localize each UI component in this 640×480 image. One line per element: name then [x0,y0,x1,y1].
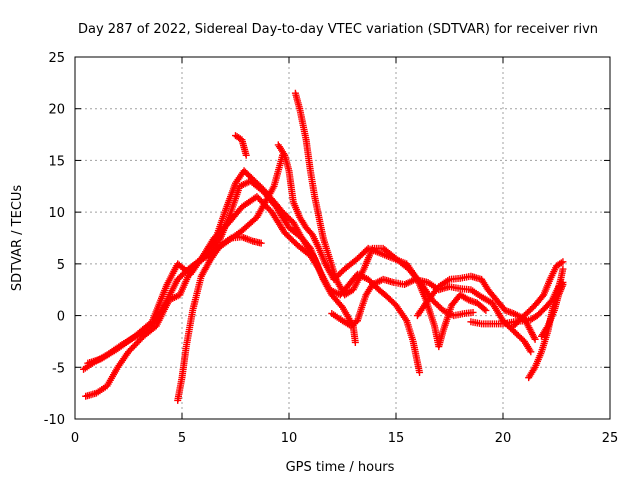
data-point-marker [531,335,539,343]
y-tick-label: -10 [44,413,65,428]
data-points [80,89,567,404]
x-tick-label: 20 [495,431,512,446]
y-tick-label: 5 [57,258,65,273]
data-point-marker [559,281,567,289]
data-point-marker [351,338,359,346]
chart-title: Day 287 of 2022, Sidereal Day-to-day VTE… [78,22,598,37]
x-tick-label: 25 [602,431,619,446]
data-point-marker [469,308,477,316]
data-point-marker [257,239,265,247]
y-tick-label: 15 [48,154,65,169]
plot-border [74,56,611,420]
x-axis-label: GPS time / hours [286,460,395,475]
data-point-marker [416,368,424,376]
y-tick-label: 0 [57,310,65,325]
y-tick-label: 10 [48,206,65,221]
x-tick-label: 5 [178,431,186,446]
x-tick-label: 10 [281,431,298,446]
y-tick-label: -5 [52,361,65,376]
data-point-marker [559,265,567,273]
data-point-marker [527,348,535,356]
y-axis-label: SDTVAR / TECUs [10,185,25,292]
data-point-marker [480,305,488,313]
y-tick-label: 25 [48,51,65,66]
data-point-marker [557,259,565,267]
data-point-marker [482,306,490,314]
x-tick-label: 15 [388,431,405,446]
axis-ticks: 0 5 10 15 20 25 -10 -5 0 5 10 15 20 25 [44,51,619,446]
data-point-marker [242,151,250,159]
x-tick-label: 0 [71,431,79,446]
data-point-marker [559,258,567,266]
y-tick-label: 20 [48,103,65,118]
